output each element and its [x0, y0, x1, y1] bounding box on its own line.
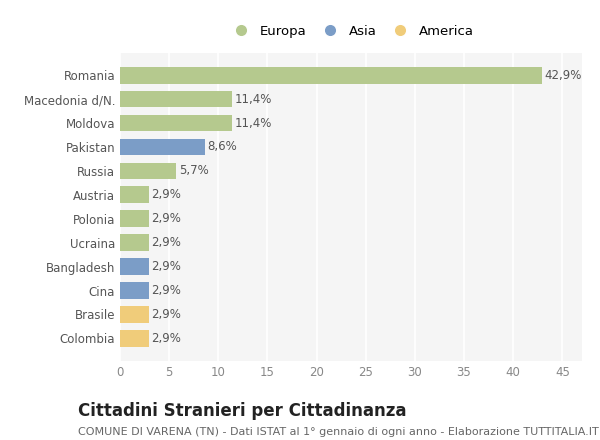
Bar [120, 306, 149, 323]
Text: 2,9%: 2,9% [151, 260, 181, 273]
Text: 2,9%: 2,9% [151, 212, 181, 225]
Text: 42,9%: 42,9% [545, 69, 582, 82]
Bar [120, 91, 232, 107]
Text: 2,9%: 2,9% [151, 284, 181, 297]
Bar [120, 210, 149, 227]
Bar [120, 282, 149, 299]
Text: COMUNE DI VARENA (TN) - Dati ISTAT al 1° gennaio di ogni anno - Elaborazione TUT: COMUNE DI VARENA (TN) - Dati ISTAT al 1°… [78, 427, 599, 437]
Text: 11,4%: 11,4% [235, 117, 272, 129]
Text: 2,9%: 2,9% [151, 188, 181, 202]
Text: 2,9%: 2,9% [151, 332, 181, 345]
Text: Cittadini Stranieri per Cittadinanza: Cittadini Stranieri per Cittadinanza [78, 402, 407, 420]
Bar [120, 115, 232, 132]
Bar [120, 330, 149, 347]
Bar [120, 67, 542, 84]
Bar [120, 187, 149, 203]
Legend: Europa, Asia, America: Europa, Asia, America [223, 19, 479, 43]
Text: 8,6%: 8,6% [208, 140, 237, 154]
Bar [120, 235, 149, 251]
Text: 5,7%: 5,7% [179, 165, 209, 177]
Bar [120, 139, 205, 155]
Text: 2,9%: 2,9% [151, 308, 181, 321]
Bar [120, 258, 149, 275]
Text: 2,9%: 2,9% [151, 236, 181, 249]
Bar [120, 162, 176, 179]
Text: 11,4%: 11,4% [235, 92, 272, 106]
